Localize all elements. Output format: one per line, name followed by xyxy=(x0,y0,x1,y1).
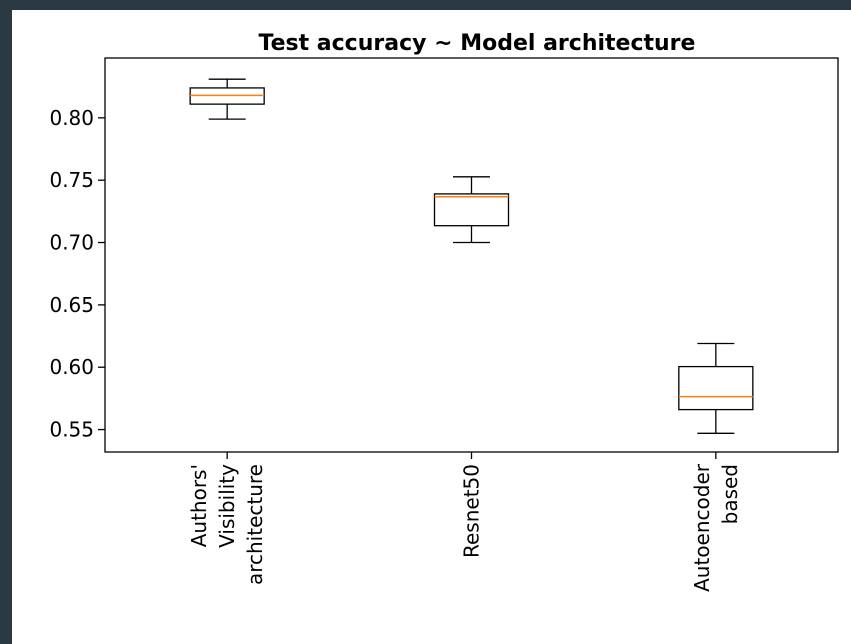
y-tick-label: 0.70 xyxy=(49,231,94,255)
x-tick-label: Visibility xyxy=(215,464,239,548)
x-tick-label: architecture xyxy=(243,464,267,585)
box xyxy=(433,193,510,227)
x-tick-label: Autoencoder xyxy=(690,463,714,592)
y-tick-label: 0.60 xyxy=(49,355,94,379)
figure-background xyxy=(12,10,851,644)
y-tick-label: 0.75 xyxy=(49,168,94,192)
chart-title: Test accuracy ~ Model architecture xyxy=(259,31,696,56)
x-tick-label: Resnet50 xyxy=(460,464,484,558)
y-tick-label: 0.65 xyxy=(49,293,94,317)
box xyxy=(678,365,754,411)
y-tick-label: 0.55 xyxy=(49,418,94,442)
x-tick-label: based xyxy=(718,464,742,524)
y-tick-label: 0.80 xyxy=(49,106,94,130)
x-tick-label: Authors' xyxy=(187,464,211,547)
